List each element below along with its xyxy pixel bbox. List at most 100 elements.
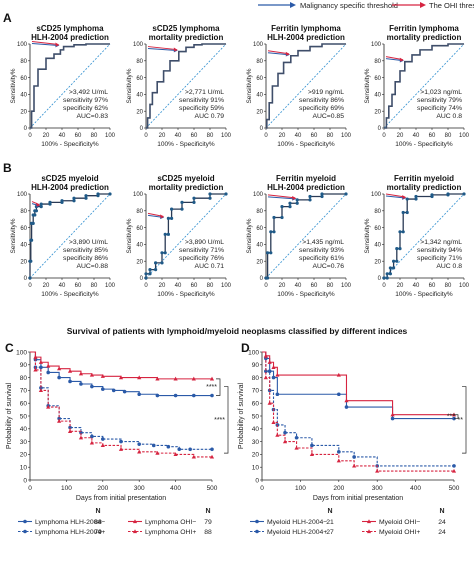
km-censor-triangle <box>209 454 215 459</box>
roc-y-tick-label: 80 <box>20 209 27 215</box>
km-curve <box>262 351 454 467</box>
km-censor-circle <box>122 389 127 394</box>
km-censor-triangle <box>67 429 73 433</box>
roc-x-tick-label: 40 <box>295 133 302 139</box>
roc-point <box>148 272 152 276</box>
km-y-tick-label: 0 <box>23 477 27 484</box>
roc-point <box>72 196 76 200</box>
survival-panel-d: 0 10 20 30 40 50 60 70 80 90 100 0 100 200 300 400 500 Da… <box>238 349 467 536</box>
km-censor-triangle <box>155 376 160 381</box>
roc-x-tick-label: 0 <box>382 283 386 289</box>
roc-point <box>462 192 466 196</box>
km-censor-triangle <box>173 452 178 456</box>
km-censor-circle <box>101 387 105 391</box>
roc-x-tick-label: 100 <box>221 133 232 139</box>
roc-title: sCD25 myeloid <box>41 174 98 183</box>
roc-curve <box>30 43 110 129</box>
roc-point <box>288 205 292 209</box>
km-legend-n: 88 <box>94 519 102 526</box>
roc-y-tick-label: 40 <box>374 93 381 99</box>
roc-y-tick-label: 100 <box>371 42 382 48</box>
roc-point <box>29 259 33 263</box>
roc-annotation: >1,342 ng/mL <box>420 239 462 246</box>
roc-reference-diagonal <box>383 193 465 279</box>
roc-y-label: Sensitivity% <box>10 68 17 103</box>
roc-y-tick-label: 60 <box>374 226 381 232</box>
roc-x-tick-label: 60 <box>311 133 318 139</box>
roc-y-tick-label: 80 <box>20 59 27 65</box>
km-censor-triangle <box>344 398 349 403</box>
km-series <box>30 351 215 459</box>
roc-y-tick-label: 60 <box>374 76 381 82</box>
km-legend-n: 24 <box>438 519 446 526</box>
km-series <box>262 351 456 468</box>
roc-x-label: 100% - Specificity% <box>157 141 215 148</box>
ohi-threshold-arrow <box>267 50 289 55</box>
km-censor-triangle <box>89 440 94 445</box>
roc-x-tick-label: 100 <box>341 283 352 289</box>
roc-x-tick-label: 20 <box>43 283 50 289</box>
roc-annotation: specificity 61% <box>299 255 344 262</box>
survival-panel-c: 0 10 20 30 40 50 60 70 80 90 100 0 100 200 300 400 500 Da… <box>6 349 229 536</box>
roc-x-tick-label: 60 <box>429 283 436 289</box>
roc-y-label: Sensitivity% <box>126 68 133 103</box>
km-censor-triangle <box>271 365 276 369</box>
panel-letter-b: B <box>3 161 12 175</box>
km-y-label: Probability of survival <box>6 382 13 449</box>
roc-reference-diagonal <box>265 43 347 129</box>
roc-title: sCD25 lymphoma <box>152 24 220 33</box>
roc-point <box>405 210 409 215</box>
roc-y-tick-label: 40 <box>136 93 143 99</box>
km-censor-triangle <box>57 418 62 423</box>
roc-y-tick-label: 0 <box>260 276 264 282</box>
roc-point <box>382 276 386 280</box>
roc-y-tick-label: 0 <box>140 276 144 282</box>
legend-ohi-label: The OHI threshold <box>429 1 474 10</box>
km-censor-circle <box>210 393 214 398</box>
roc-point <box>144 272 148 276</box>
roc-point <box>392 259 396 263</box>
roc-point <box>272 230 276 234</box>
roc-point <box>108 192 112 196</box>
km-legend-label: Myeloid OHI− <box>379 519 420 526</box>
roc-point <box>395 259 399 263</box>
roc-point <box>166 232 170 236</box>
km-y-tick-label: 40 <box>252 426 260 433</box>
legend-ohi-arrow <box>420 2 426 8</box>
roc-title: Ferritin lymphoma <box>389 24 459 33</box>
roc-x-tick-label: 80 <box>327 133 334 139</box>
roc-point <box>224 192 228 196</box>
roc-x-tick-label: 0 <box>28 283 32 289</box>
km-censor-circle <box>57 416 61 421</box>
km-y-tick-label: 50 <box>20 413 28 420</box>
km-legend-label: Myeloid HLH-2004+ <box>267 529 327 536</box>
roc-point <box>430 193 434 197</box>
km-x-tick-label: 200 <box>333 485 344 492</box>
roc-y-tick-label: 100 <box>253 192 264 198</box>
roc-annotation: AUC 0.8 <box>436 263 462 270</box>
roc-x-tick-label: 80 <box>445 283 452 289</box>
km-y-tick-label: 70 <box>252 388 260 395</box>
roc-annotation: sensitivity 97% <box>63 97 108 104</box>
km-y-tick-label: 80 <box>252 375 260 382</box>
km-censor-triangle <box>78 435 84 440</box>
roc-x-tick-label: 0 <box>382 133 386 139</box>
roc-point <box>385 276 389 280</box>
km-y-tick-label: 60 <box>252 401 260 408</box>
roc-point <box>208 196 212 200</box>
roc-x-tick-label: 0 <box>264 283 268 289</box>
roc-annotation: specificity 74% <box>417 105 462 112</box>
km-censor-circle <box>352 455 356 459</box>
roc-reference-diagonal <box>29 193 111 279</box>
roc-x-tick-label: 0 <box>28 133 32 139</box>
km-censor-triangle <box>67 369 73 373</box>
roc-point <box>398 247 402 251</box>
km-censor-circle <box>57 375 61 380</box>
roc-point <box>320 194 324 199</box>
km-censor-triangle <box>100 374 105 378</box>
km-censor-triangle <box>390 412 395 417</box>
km-y-tick-label: 10 <box>252 465 260 472</box>
roc-point <box>160 251 164 255</box>
